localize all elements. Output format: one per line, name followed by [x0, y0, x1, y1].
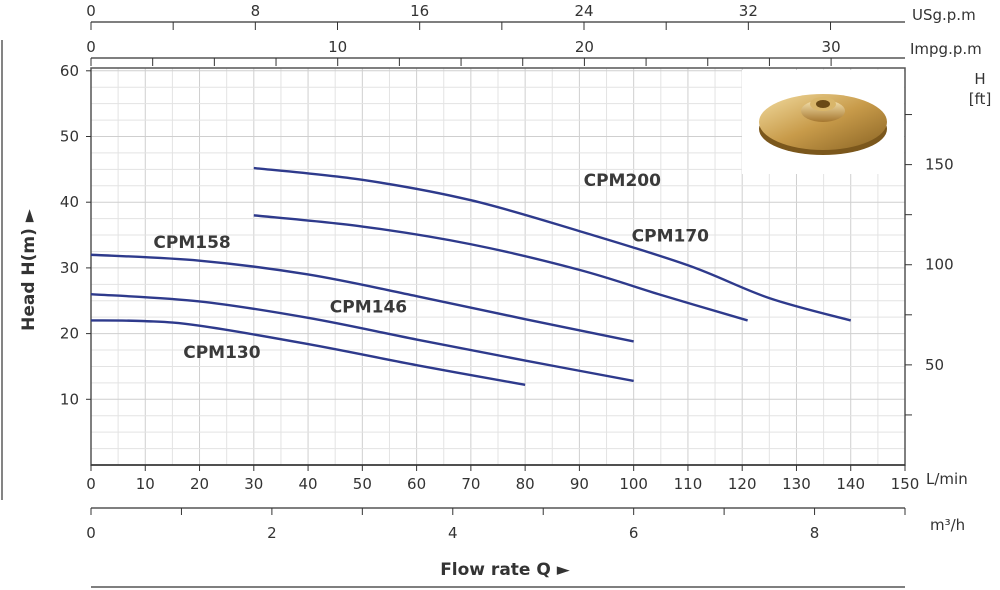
series-label-cpm158: CPM158	[153, 233, 230, 253]
x-axis-title: Flow rate Q ►	[440, 560, 571, 580]
m3h-tick-label: 8	[810, 524, 820, 542]
series-label-cpm200: CPM200	[584, 171, 662, 191]
x-tick-label: 100	[619, 475, 648, 493]
series-label-cpm170: CPM170	[632, 227, 710, 247]
y-axis-title: Head H(m) ►	[19, 208, 39, 331]
curve-cpm146	[90, 292, 634, 383]
performance-curves	[90, 166, 852, 387]
impgpm-tick-label: 30	[822, 38, 841, 56]
m3h-tick-label: 4	[448, 524, 458, 542]
m3h-tick-label: 0	[86, 524, 96, 542]
x-tick-label: 150	[891, 475, 920, 493]
x-tick-label: 0	[86, 475, 96, 493]
impgpm-tick-label: 20	[575, 38, 594, 56]
x-tick-label: 110	[674, 475, 703, 493]
usgpm-tick-label: 16	[410, 2, 429, 20]
y-tick-label: 60	[60, 62, 79, 80]
series-label-cpm130: CPM130	[183, 343, 261, 363]
x-unit-label: L/min	[926, 470, 968, 488]
usgpm-tick-label: 0	[86, 2, 96, 20]
m3h-tick-label: 2	[267, 524, 277, 542]
grid-lines	[90, 67, 906, 466]
x-tick-label: 80	[516, 475, 535, 493]
ft-tick-label: 150	[925, 156, 954, 174]
ft-unit-label: H	[974, 70, 985, 88]
usgpm-tick-label: 24	[574, 2, 593, 20]
series-labels: CPM200 CPM170 CPM158 CPM146 CPM130	[153, 171, 709, 363]
impeller-image	[742, 70, 904, 174]
usgpm-unit-label: USg.p.m	[912, 6, 976, 24]
x-tick-label: 130	[782, 475, 811, 493]
curve-cpm158	[90, 253, 634, 343]
ft-tick-label: 100	[925, 256, 954, 274]
usgpm-tick-label: 8	[251, 2, 261, 20]
x-tick-label: 70	[461, 475, 480, 493]
curve-cpm170	[253, 214, 748, 322]
ft-tick-label: 50	[925, 356, 944, 374]
series-label-cpm146: CPM146	[330, 298, 407, 318]
impgpm-tick-label: 0	[86, 38, 96, 56]
y-tick-label: 40	[60, 193, 79, 211]
y-tick-label: 30	[60, 259, 79, 277]
y-tick-label: 10	[60, 390, 79, 408]
y-tick-label: 50	[60, 128, 79, 146]
m3h-unit-label: m³/h	[930, 516, 965, 534]
x-tick-label: 140	[836, 475, 865, 493]
x-tick-label: 30	[244, 475, 263, 493]
impgpm-tick-label: 10	[328, 38, 347, 56]
x-tick-label: 120	[728, 475, 757, 493]
x-tick-label: 60	[407, 475, 426, 493]
impgpm-unit-label: Impg.p.m	[910, 40, 982, 58]
x-tick-label: 10	[136, 475, 155, 493]
ft-unit-label: [ft]	[969, 90, 992, 108]
y-tick-label: 20	[60, 325, 79, 343]
curve-cpm200	[253, 166, 852, 322]
x-tick-label: 20	[190, 475, 209, 493]
m3h-tick-label: 6	[629, 524, 639, 542]
usgpm-tick-label: 32	[739, 2, 758, 20]
x-tick-label: 40	[299, 475, 318, 493]
x-tick-label: 90	[570, 475, 589, 493]
x-tick-label: 50	[353, 475, 372, 493]
curve-cpm130	[90, 319, 526, 387]
